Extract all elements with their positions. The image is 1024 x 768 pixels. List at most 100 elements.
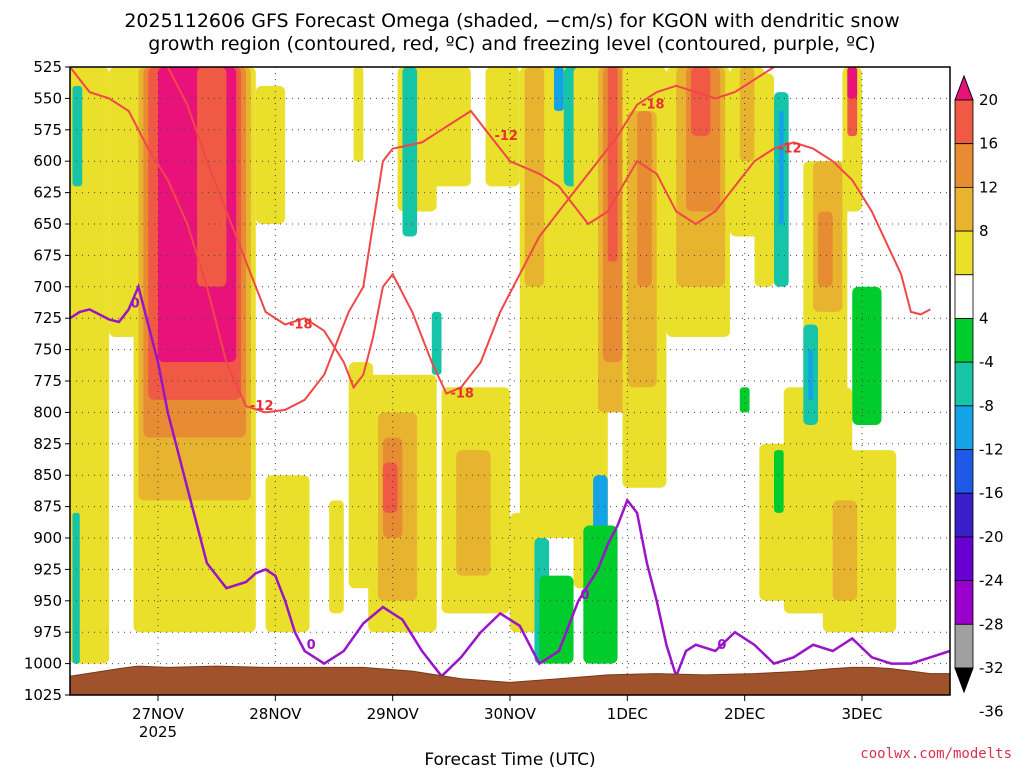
omega-shading-layer — [70, 67, 897, 664]
dgz-contour-label-0-2: -12 — [778, 142, 802, 157]
dgz-contour-label-1-2: -18 — [641, 98, 665, 113]
colorbar-bin-3 — [954, 230, 974, 276]
y-tick-label-775: 775 — [33, 372, 62, 390]
terrain-layer — [70, 665, 950, 695]
colorbar-bin-4 — [954, 274, 974, 319]
omega-region-35 — [583, 525, 618, 664]
credit-link[interactable]: coolwx.com/modelts — [860, 746, 1012, 762]
x-axis-title: Forecast Time (UTC) — [424, 750, 595, 768]
colorbar-label-3: 8 — [979, 222, 989, 240]
x-tick-sublabel-27NOV: 2025 — [139, 723, 177, 741]
x-tick-label-2DEC: 2DEC — [724, 705, 765, 723]
y-tick-label-825: 825 — [33, 435, 62, 453]
colorbar-label-9: -20 — [979, 528, 1004, 546]
y-tick-label-700: 700 — [33, 278, 62, 296]
freezing-level-label-1: 0 — [307, 638, 316, 653]
omega-region-53 — [774, 450, 784, 513]
y-tick-label-575: 575 — [33, 121, 62, 139]
x-tick-label-28NOV: 28NOV — [249, 705, 302, 723]
colorbar-cap-bottom — [954, 667, 974, 694]
colorbar-label-1: 16 — [979, 135, 998, 153]
omega-region-25 — [485, 67, 520, 187]
omega-region-26 — [510, 512, 540, 633]
omega-region-38 — [607, 67, 618, 262]
y-tick-label-625: 625 — [33, 184, 62, 202]
omega-region-22 — [426, 67, 471, 187]
omega-region-65 — [832, 500, 858, 601]
colorbar-bin-1 — [954, 143, 974, 188]
omega-region-48 — [739, 387, 750, 413]
y-tick-label-925: 925 — [33, 560, 62, 578]
omega-region-24 — [456, 450, 491, 576]
dgz-contour-label-0-1: -12 — [494, 129, 518, 144]
colorbar-bin-10 — [954, 536, 974, 582]
y-tick-label-1000: 1000 — [24, 655, 62, 673]
omega-region-59 — [808, 349, 814, 400]
y-tick-label-550: 550 — [33, 89, 62, 107]
omega-region-28 — [524, 67, 545, 287]
x-tick-label-30NOV: 30NOV — [484, 705, 537, 723]
colorbar-bin-7 — [954, 405, 974, 450]
colorbar-bin-5 — [954, 318, 974, 363]
colorbar-label-8: -16 — [979, 484, 1004, 502]
y-tick-label-675: 675 — [33, 246, 62, 264]
omega-region-21 — [431, 311, 442, 375]
colorbar-bin-6 — [954, 361, 974, 407]
colorbar-bin-2 — [954, 186, 974, 232]
colorbar-bin-11 — [954, 580, 974, 625]
dgz-contour-label-1-1: -18 — [450, 387, 474, 402]
colorbar-label-7: -12 — [979, 441, 1004, 459]
freezing-level-contour — [70, 282, 950, 680]
omega-region-12 — [329, 500, 344, 614]
omega-region-30 — [539, 575, 574, 664]
omega-region-1 — [72, 85, 83, 187]
y-tick-label-750: 750 — [33, 341, 62, 359]
omega-region-14 — [348, 362, 374, 589]
x-tick-label-27NOV: 27NOV — [132, 705, 185, 723]
contour-layer: -12 -12 -12 -18 -18 -18 0 0 0 0 — [70, 67, 950, 680]
dgz-contour-label-1-0: -18 — [289, 317, 313, 332]
colorbar-label-0: 20 — [979, 91, 998, 109]
y-tick-label-800: 800 — [33, 403, 62, 421]
y-tick-label-900: 900 — [33, 529, 62, 547]
omega-region-18 — [382, 462, 398, 513]
y-tick-label-1025: 1025 — [24, 686, 62, 704]
omega-region-57 — [818, 211, 833, 287]
omega-region-47 — [739, 67, 755, 162]
colorbar: 20 16 12 8 4 -4 -8 -12 -16 -20 -24 -28 -32 -36 — [954, 74, 1004, 721]
x-tick-label-3DEC: 3DEC — [841, 705, 882, 723]
y-tick-label-850: 850 — [33, 466, 62, 484]
colorbar-bin-8 — [954, 449, 974, 494]
colorbar-label-2: 12 — [979, 178, 998, 196]
colorbar-label-13: -36 — [979, 703, 1004, 721]
y-tick-label-650: 650 — [33, 215, 62, 233]
freezing-level-label-2: 0 — [580, 588, 589, 603]
colorbar-label-4: 4 — [979, 309, 989, 327]
freezing-level-label-3: 0 — [717, 638, 726, 653]
y-tick-label-600: 600 — [33, 152, 62, 170]
dgz-contour-m18-1 — [166, 67, 775, 395]
colorbar-label-5: -4 — [979, 353, 994, 371]
colorbar-label-12: -32 — [979, 659, 1004, 677]
colorbar-bin-12 — [954, 623, 974, 669]
omega-region-0 — [70, 67, 110, 664]
omega-region-62 — [847, 67, 858, 99]
omega-region-45 — [690, 67, 711, 137]
colorbar-bin-0 — [954, 99, 974, 145]
omega-region-11 — [265, 475, 310, 633]
colorbar-bin-9 — [954, 492, 974, 538]
omega-region-49 — [754, 73, 774, 287]
y-tick-label-975: 975 — [33, 623, 62, 641]
omega-region-41 — [637, 110, 652, 287]
omega-region-13 — [353, 67, 364, 162]
colorbar-label-11: -28 — [979, 615, 1004, 633]
y-tick-label-725: 725 — [33, 309, 62, 327]
y-tick-label-875: 875 — [33, 498, 62, 516]
colorbar-cap-top — [954, 74, 974, 101]
x-tick-label-1DEC: 1DEC — [607, 705, 648, 723]
terrain-surface — [70, 665, 950, 695]
omega-region-31 — [554, 67, 564, 111]
dgz-contour-label-0-0: -12 — [250, 399, 274, 414]
y-tick-label-950: 950 — [33, 592, 62, 610]
